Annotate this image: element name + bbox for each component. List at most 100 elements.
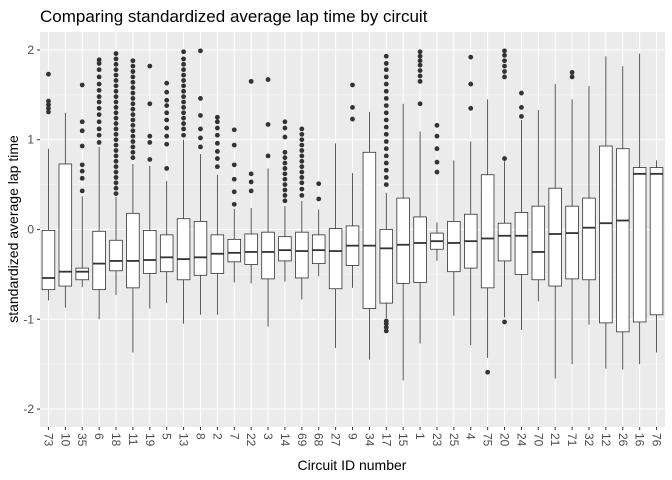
boxplot-4 bbox=[464, 54, 478, 346]
outlier-point bbox=[383, 167, 389, 173]
outlier-point bbox=[502, 58, 507, 64]
box bbox=[75, 267, 89, 281]
boxplot-71 bbox=[565, 69, 579, 365]
outlier-point bbox=[383, 117, 389, 123]
outlier-point bbox=[299, 169, 305, 175]
outlier-point bbox=[79, 143, 85, 149]
outlier-point bbox=[299, 148, 305, 153]
outlier-point bbox=[130, 139, 136, 144]
outlier-point bbox=[214, 132, 220, 138]
outlier-point bbox=[383, 328, 389, 334]
outlier-point bbox=[282, 171, 288, 177]
outlier-point bbox=[383, 110, 389, 116]
boxplot-35 bbox=[75, 82, 89, 287]
x-tick-label: 15 bbox=[396, 433, 410, 447]
outlier-point bbox=[502, 63, 507, 69]
outlier-point bbox=[79, 168, 85, 174]
outlier-point bbox=[383, 74, 389, 80]
outlier-point bbox=[299, 131, 305, 137]
outlier-point bbox=[96, 57, 102, 63]
boxplot-10 bbox=[58, 112, 73, 308]
outlier-point bbox=[113, 88, 119, 94]
x-tick-label: 27 bbox=[329, 433, 343, 447]
x-tick-label: 68 bbox=[312, 433, 326, 447]
outlier-point bbox=[248, 78, 254, 84]
outlier-point bbox=[181, 56, 186, 62]
outlier-point bbox=[231, 201, 237, 207]
outlier-point bbox=[198, 96, 203, 101]
outlier-point bbox=[130, 128, 136, 134]
box bbox=[41, 229, 56, 291]
outlier-point bbox=[299, 137, 305, 143]
outlier-point bbox=[164, 103, 170, 109]
outlier-point bbox=[130, 96, 136, 101]
outlier-point bbox=[316, 181, 322, 187]
outlier-point bbox=[181, 61, 186, 67]
outlier-point bbox=[181, 99, 186, 105]
outlier-point bbox=[130, 117, 136, 123]
outlier-point bbox=[113, 56, 119, 62]
outlier-point bbox=[46, 105, 51, 111]
boxplot-12 bbox=[599, 56, 613, 369]
outlier-point bbox=[485, 369, 491, 375]
outlier-point bbox=[299, 180, 305, 186]
x-tick-label: 11 bbox=[126, 433, 140, 446]
outlier-point bbox=[113, 61, 119, 67]
outlier-point bbox=[164, 117, 170, 123]
outlier-point bbox=[96, 119, 102, 125]
outlier-point bbox=[147, 101, 153, 107]
box bbox=[92, 230, 106, 291]
outlier-point bbox=[519, 90, 524, 96]
outlier-point bbox=[164, 110, 170, 116]
box bbox=[480, 174, 495, 289]
x-tick-label: 24 bbox=[514, 433, 528, 447]
boxplot-8 bbox=[193, 48, 208, 315]
outlier-point bbox=[417, 68, 423, 74]
x-tick-label: 7 bbox=[227, 433, 241, 440]
outlier-point bbox=[214, 114, 220, 120]
outlier-point bbox=[164, 133, 170, 139]
outlier-point bbox=[147, 157, 153, 162]
outlier-point bbox=[96, 61, 102, 66]
box bbox=[328, 228, 343, 290]
outlier-point bbox=[468, 54, 474, 60]
boxplot-69 bbox=[295, 126, 309, 300]
outlier-point bbox=[265, 153, 271, 159]
box bbox=[193, 221, 208, 276]
outlier-point bbox=[113, 121, 119, 126]
outlier-point bbox=[248, 171, 254, 177]
y-tick-label: 2 bbox=[27, 43, 34, 57]
outlier-point bbox=[282, 160, 288, 166]
x-tick-label: 20 bbox=[498, 433, 512, 447]
outlier-point bbox=[113, 175, 119, 180]
box bbox=[616, 148, 630, 333]
x-tick-label: 13 bbox=[177, 433, 191, 447]
outlier-point bbox=[383, 153, 389, 159]
outlier-point bbox=[96, 105, 102, 111]
outlier-point bbox=[282, 166, 288, 171]
outlier-point bbox=[282, 134, 288, 140]
x-axis: 73 10 35 6 18 11 19 5 13 8 2 7 22 3 14 69 68 27 9 34 17 15 1 23… bbox=[41, 427, 664, 447]
outlier-point bbox=[113, 164, 119, 170]
outlier-point bbox=[282, 149, 288, 155]
outlier-point bbox=[113, 180, 119, 186]
outlier-point bbox=[113, 142, 119, 148]
outlier-point bbox=[113, 126, 119, 132]
outlier-point bbox=[383, 61, 389, 66]
x-tick-label: 26 bbox=[616, 433, 630, 447]
outlier-point bbox=[96, 132, 102, 138]
boxplot-15 bbox=[396, 103, 410, 381]
outlier-point bbox=[214, 164, 220, 170]
boxplot-26 bbox=[616, 66, 630, 370]
x-tick-label: 34 bbox=[362, 433, 376, 447]
boxplot-6 bbox=[92, 57, 106, 320]
outlier-point bbox=[434, 169, 440, 175]
outlier-point bbox=[147, 140, 153, 145]
outlier-point bbox=[181, 83, 186, 89]
x-tick-label: 2 bbox=[210, 433, 224, 440]
box bbox=[58, 163, 73, 287]
outlier-point bbox=[468, 105, 474, 111]
outlier-point bbox=[113, 185, 119, 191]
outlier-point bbox=[282, 192, 288, 198]
boxplot-9 bbox=[345, 82, 360, 288]
